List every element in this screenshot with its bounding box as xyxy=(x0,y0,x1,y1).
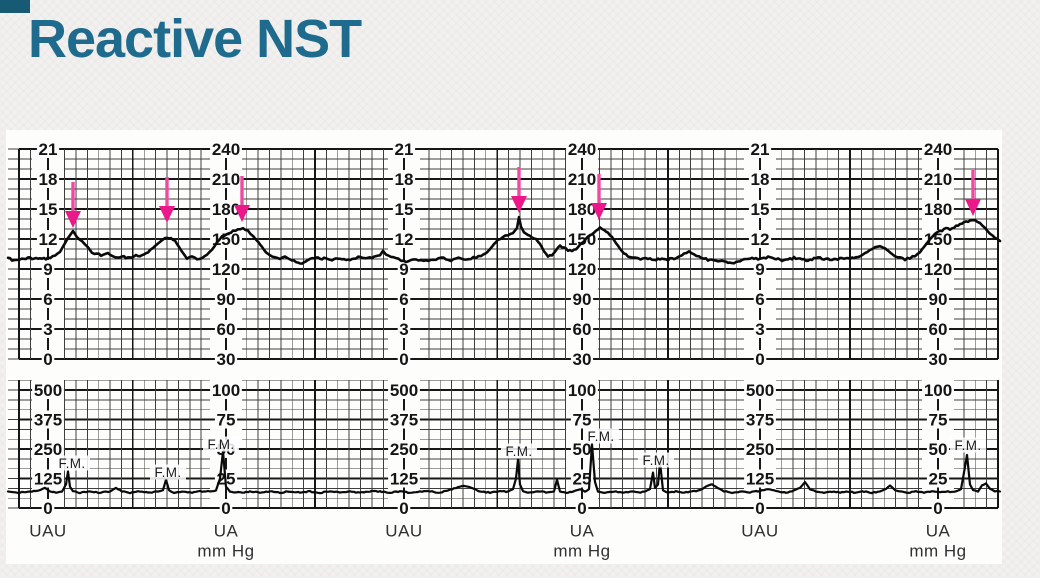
svg-text:375: 375 xyxy=(746,411,774,430)
svg-text:60: 60 xyxy=(929,320,948,339)
svg-text:UA: UA xyxy=(926,522,951,541)
svg-text:375: 375 xyxy=(34,411,62,430)
svg-text:21: 21 xyxy=(395,140,414,159)
svg-text:F.M.: F.M. xyxy=(58,456,85,471)
svg-text:F.M.: F.M. xyxy=(954,438,981,453)
svg-text:30: 30 xyxy=(929,350,948,369)
svg-text:500: 500 xyxy=(34,381,62,400)
svg-text:F.M.: F.M. xyxy=(587,429,614,444)
svg-text:180: 180 xyxy=(924,200,952,219)
svg-text:18: 18 xyxy=(395,170,414,189)
svg-text:6: 6 xyxy=(43,290,52,309)
svg-text:150: 150 xyxy=(924,230,952,249)
svg-text:mm Hg: mm Hg xyxy=(909,542,966,561)
svg-text:0: 0 xyxy=(933,499,942,518)
svg-text:375: 375 xyxy=(390,411,418,430)
svg-text:F.M.: F.M. xyxy=(154,465,181,480)
svg-text:240: 240 xyxy=(568,140,596,159)
svg-text:21: 21 xyxy=(751,140,770,159)
svg-text:25: 25 xyxy=(929,470,948,489)
svg-text:500: 500 xyxy=(390,381,418,400)
svg-text:UAU: UAU xyxy=(741,522,778,541)
svg-text:125: 125 xyxy=(34,470,62,489)
svg-text:90: 90 xyxy=(929,290,948,309)
svg-text:6: 6 xyxy=(755,290,764,309)
svg-text:30: 30 xyxy=(217,350,236,369)
svg-text:210: 210 xyxy=(924,170,952,189)
svg-text:UA: UA xyxy=(214,522,239,541)
svg-text:UAU: UAU xyxy=(29,522,66,541)
svg-text:120: 120 xyxy=(212,260,240,279)
svg-text:F.M.: F.M. xyxy=(642,453,669,468)
svg-text:6: 6 xyxy=(399,290,408,309)
svg-text:50: 50 xyxy=(929,440,948,459)
svg-text:90: 90 xyxy=(217,290,236,309)
svg-text:0: 0 xyxy=(399,350,408,369)
svg-text:15: 15 xyxy=(751,200,770,219)
svg-text:50: 50 xyxy=(573,440,592,459)
svg-text:75: 75 xyxy=(573,411,592,430)
svg-text:75: 75 xyxy=(217,411,236,430)
page-title: Reactive NST xyxy=(28,9,362,69)
slide-accent-mark xyxy=(0,0,30,13)
svg-text:250: 250 xyxy=(390,440,418,459)
svg-text:UAU: UAU xyxy=(385,522,422,541)
svg-text:0: 0 xyxy=(577,499,586,518)
svg-text:9: 9 xyxy=(755,260,764,279)
svg-text:0: 0 xyxy=(221,499,230,518)
svg-text:0: 0 xyxy=(43,499,52,518)
svg-text:9: 9 xyxy=(43,260,52,279)
svg-text:15: 15 xyxy=(395,200,414,219)
svg-text:F.M.: F.M. xyxy=(207,437,234,452)
svg-text:F.M.: F.M. xyxy=(505,444,532,459)
svg-text:180: 180 xyxy=(568,200,596,219)
svg-text:0: 0 xyxy=(755,499,764,518)
svg-text:0: 0 xyxy=(399,499,408,518)
svg-text:3: 3 xyxy=(43,320,52,339)
svg-text:mm Hg: mm Hg xyxy=(553,542,610,561)
svg-text:240: 240 xyxy=(924,140,952,159)
svg-text:18: 18 xyxy=(39,170,58,189)
svg-text:150: 150 xyxy=(212,230,240,249)
svg-text:210: 210 xyxy=(212,170,240,189)
svg-text:3: 3 xyxy=(399,320,408,339)
svg-text:125: 125 xyxy=(390,470,418,489)
svg-text:0: 0 xyxy=(755,350,764,369)
svg-text:210: 210 xyxy=(568,170,596,189)
svg-text:120: 120 xyxy=(924,260,952,279)
svg-text:100: 100 xyxy=(568,381,596,400)
svg-text:25: 25 xyxy=(573,470,592,489)
svg-text:100: 100 xyxy=(212,381,240,400)
svg-text:UA: UA xyxy=(570,522,595,541)
svg-text:500: 500 xyxy=(746,381,774,400)
svg-text:mm Hg: mm Hg xyxy=(197,542,254,561)
svg-text:250: 250 xyxy=(34,440,62,459)
svg-text:15: 15 xyxy=(39,200,58,219)
svg-text:250: 250 xyxy=(746,440,774,459)
svg-text:60: 60 xyxy=(217,320,236,339)
svg-text:21: 21 xyxy=(39,140,58,159)
svg-text:90: 90 xyxy=(573,290,592,309)
svg-text:12: 12 xyxy=(751,230,770,249)
svg-text:60: 60 xyxy=(573,320,592,339)
svg-text:75: 75 xyxy=(929,411,948,430)
svg-text:3: 3 xyxy=(755,320,764,339)
svg-text:240: 240 xyxy=(212,140,240,159)
svg-text:125: 125 xyxy=(746,470,774,489)
svg-text:12: 12 xyxy=(395,230,414,249)
svg-text:9: 9 xyxy=(399,260,408,279)
svg-text:180: 180 xyxy=(212,200,240,219)
svg-text:120: 120 xyxy=(568,260,596,279)
svg-text:0: 0 xyxy=(43,350,52,369)
svg-text:12: 12 xyxy=(39,230,58,249)
svg-text:18: 18 xyxy=(751,170,770,189)
svg-text:30: 30 xyxy=(573,350,592,369)
svg-text:100: 100 xyxy=(924,381,952,400)
